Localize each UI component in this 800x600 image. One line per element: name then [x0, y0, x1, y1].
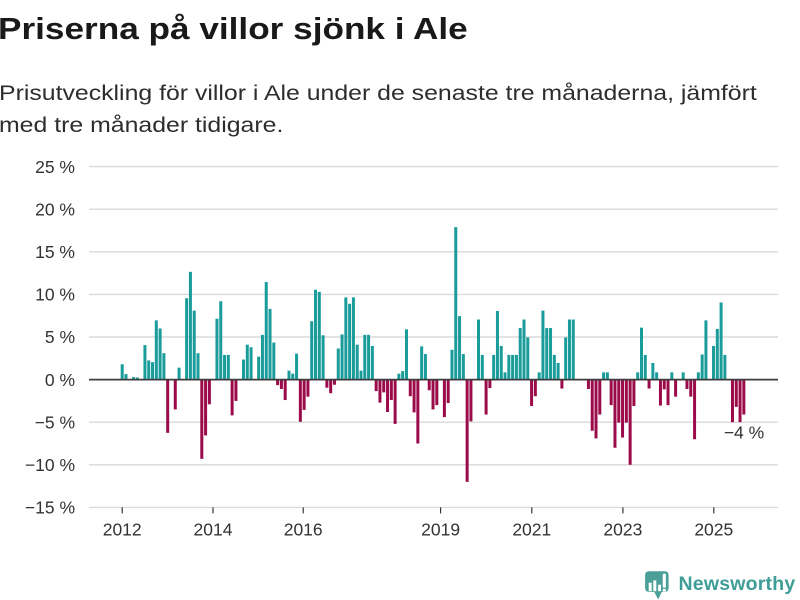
svg-text:2014: 2014 — [194, 520, 233, 540]
svg-text:25 %: 25 % — [35, 157, 75, 177]
svg-text:−4 %: −4 % — [724, 423, 764, 443]
svg-text:5 %: 5 % — [45, 327, 75, 347]
svg-text:20 %: 20 % — [35, 199, 75, 219]
svg-text:Newsworthy: Newsworthy — [679, 573, 796, 595]
svg-text:2016: 2016 — [284, 520, 323, 540]
svg-text:2019: 2019 — [421, 520, 460, 540]
svg-text:10 %: 10 % — [35, 285, 75, 305]
svg-text:0 %: 0 % — [45, 370, 75, 390]
svg-text:2025: 2025 — [694, 520, 733, 540]
svg-text:2021: 2021 — [512, 520, 551, 540]
svg-text:−15 %: −15 % — [25, 498, 75, 518]
svg-text:15 %: 15 % — [35, 242, 75, 262]
svg-text:2023: 2023 — [603, 520, 642, 540]
svg-text:2012: 2012 — [103, 520, 142, 540]
svg-text:−5 %: −5 % — [35, 412, 75, 432]
svg-text:−10 %: −10 % — [25, 455, 75, 475]
